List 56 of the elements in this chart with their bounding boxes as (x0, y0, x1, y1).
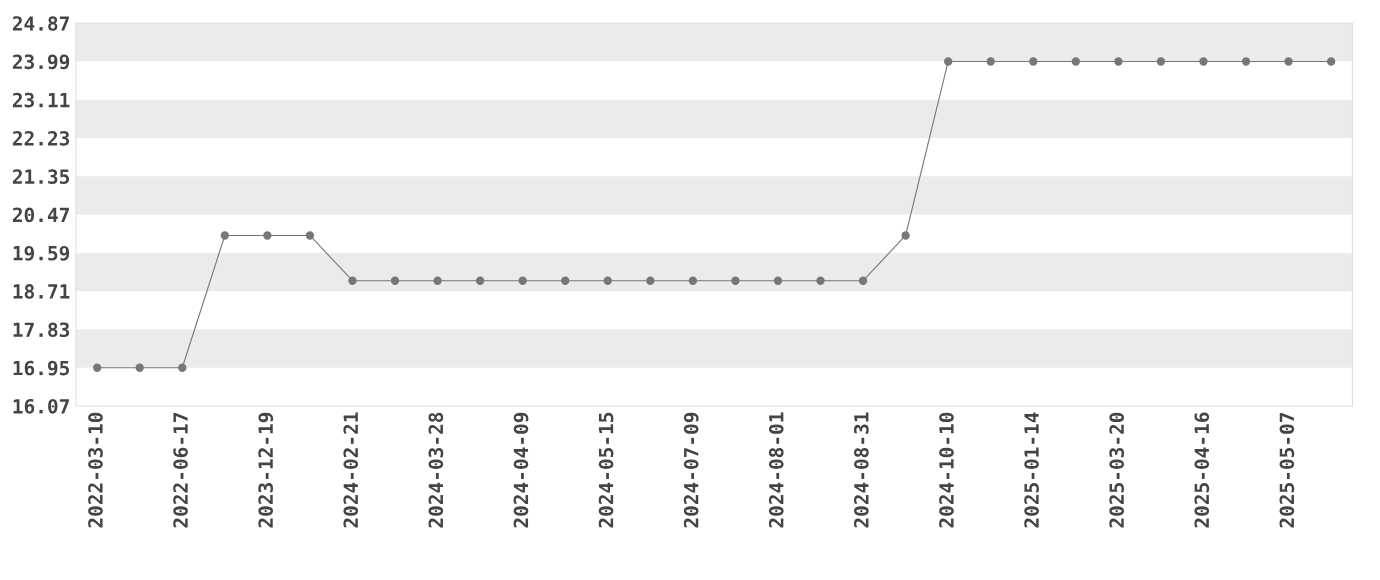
y-tick-label: 18.71 (13, 284, 70, 299)
x-tick-label: 2022-03-10 (88, 412, 103, 528)
point (773, 276, 783, 285)
point (348, 276, 357, 285)
point (1071, 57, 1080, 66)
y-tick-label: 16.95 (13, 360, 70, 376)
x-tick-label: 2024-10-10 (939, 412, 954, 528)
point (433, 276, 442, 285)
point (1114, 57, 1123, 66)
x-tick-label: 2024-02-21 (343, 412, 359, 528)
point (1199, 57, 1208, 66)
x-tick-label: 2025-01-14 (1024, 412, 1039, 528)
point (1241, 57, 1251, 66)
point (944, 57, 953, 66)
y-tick-label: 17.83 (13, 322, 70, 338)
point (858, 276, 868, 285)
x-tick-label: 2025-04-16 (1194, 412, 1210, 528)
x-tick-label: 2024-08-31 (854, 412, 869, 528)
point (561, 276, 570, 285)
point (135, 363, 144, 372)
point (220, 231, 229, 240)
y-tick-label: 23.11 (12, 92, 70, 108)
x-tick-label: 2025-03-20 (1109, 412, 1125, 528)
point (816, 276, 825, 285)
point (305, 231, 315, 240)
point (1326, 57, 1336, 66)
point (731, 276, 740, 285)
y-tick-label: 20.47 (12, 207, 69, 223)
point (263, 231, 272, 240)
point (986, 57, 995, 66)
point (1284, 57, 1293, 66)
y-tick-label: 16.07 (13, 398, 69, 414)
point (688, 276, 698, 285)
point (518, 276, 527, 285)
y-tick-label: 19.59 (13, 245, 70, 261)
y-tick-label: 23.99 (12, 54, 70, 70)
x-tick-label: 2024-08-01 (768, 412, 784, 528)
point (1156, 57, 1166, 66)
point (603, 276, 612, 285)
y-tick-label: 22.23 (12, 131, 70, 146)
x-tick-label: 2024-04-09 (513, 412, 529, 528)
point (646, 276, 655, 285)
y-tick-label: 21.35 (12, 169, 70, 184)
x-tick-label: 2024-03-28 (428, 412, 444, 528)
y-tick-label: 24.87 (12, 16, 69, 31)
point (178, 363, 187, 372)
point (93, 363, 102, 372)
x-tick-label: 2024-07-09 (683, 412, 699, 528)
x-tick-label: 2022-06-17 (173, 413, 188, 528)
point (1029, 57, 1038, 66)
x-tick-label: 2023-12-19 (258, 412, 274, 528)
point (475, 276, 485, 285)
point (390, 276, 400, 285)
x-tick-label: 2025-05-07 (1279, 413, 1295, 528)
point (901, 231, 910, 240)
x-tick-label: 2024-05-15 (598, 412, 614, 528)
